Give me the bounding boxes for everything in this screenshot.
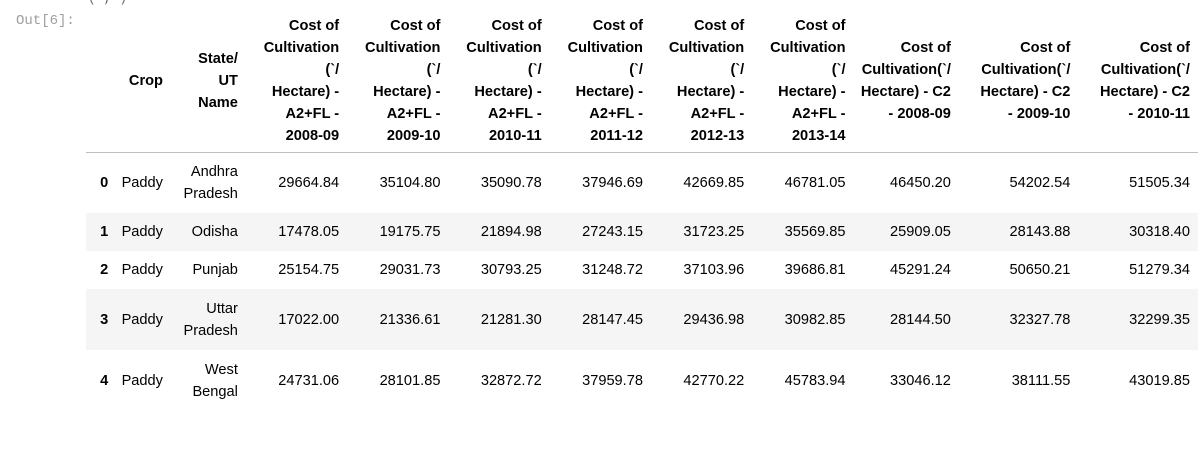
value-cell: 54202.54 xyxy=(1009,174,1071,191)
value-cell: 17478.05 xyxy=(278,224,340,240)
value-cell: 19175.75 xyxy=(379,224,441,240)
value-cell: 28144.50 xyxy=(890,311,951,328)
table-row: 4 Paddy West Bengal 24731.06 28101.85 32872.72… xyxy=(86,350,1198,411)
cost-column-header-4: Cost of Cultivation (`/Hectare) - A2+FL -20… xyxy=(543,11,645,153)
value-cell: 30793.25 xyxy=(480,262,542,278)
value-cell: 35090.78 xyxy=(480,174,542,191)
value-cell: 17022.00 xyxy=(278,311,340,328)
row-index: 4 xyxy=(100,372,109,389)
value-cell: 28143.88 xyxy=(1009,224,1071,240)
value-cell: 25154.75 xyxy=(278,262,340,278)
dataframe-header: Crop State/UT Name Cost of Cultivation (`/Hec… xyxy=(86,11,1198,153)
state-cell: Andhra Pradesh xyxy=(183,163,238,202)
value-cell: 50650.21 xyxy=(1009,262,1071,278)
table-row: 3 Paddy Uttar Pradesh 17022.00 21336.61 21281.… xyxy=(86,289,1198,350)
state-cell: West Bengal xyxy=(192,361,238,400)
value-cell: 37103.96 xyxy=(683,262,745,278)
value-cell: 43019.85 xyxy=(1129,372,1190,389)
row-index: 2 xyxy=(100,262,109,278)
value-cell: 24731.06 xyxy=(278,372,340,389)
value-cell: 45291.24 xyxy=(890,262,951,278)
value-cell: 42669.85 xyxy=(683,174,745,191)
value-cell: 31723.25 xyxy=(683,224,745,240)
value-cell: 32327.78 xyxy=(1009,311,1071,328)
value-cell: 27243.15 xyxy=(582,224,643,240)
value-cell: 31248.72 xyxy=(582,262,643,278)
value-cell: 32872.72 xyxy=(480,372,542,389)
value-cell: 38111.55 xyxy=(1011,372,1071,389)
row-index: 0 xyxy=(100,174,109,191)
value-cell: 39686.81 xyxy=(784,262,846,278)
crop-header: Crop xyxy=(108,11,165,153)
cost-column-header-5: Cost of Cultivation (`/Hectare) - A2+FL -20… xyxy=(644,11,747,153)
cost-column-header-2: Cost of Cultivation (`/Hectare) - A2+FL -20… xyxy=(341,11,443,153)
value-cell: 33046.12 xyxy=(890,372,951,389)
value-cell: 46781.05 xyxy=(784,174,846,191)
crop-cell: Paddy xyxy=(121,174,163,191)
value-cell: 30318.40 xyxy=(1129,224,1190,240)
value-cell: 21281.30 xyxy=(480,311,542,328)
table-row: 1 Paddy Odisha 17478.05 19175.75 21894.98 2724… xyxy=(86,213,1198,251)
header-row: Crop State/UT Name Cost of Cultivation (`/Hec… xyxy=(86,11,1198,153)
value-cell: 42770.22 xyxy=(683,372,745,389)
value-cell: 45783.94 xyxy=(784,372,846,389)
output-prompt-label: Out[6]: xyxy=(16,13,75,29)
row-index: 1 xyxy=(100,224,109,240)
table-row: 0 Paddy Andhra Pradesh 29664.84 35104.80 35090… xyxy=(86,152,1198,213)
value-cell: 29664.84 xyxy=(278,174,340,191)
value-cell: 25909.05 xyxy=(890,224,951,240)
index-header xyxy=(86,11,109,153)
value-cell: 29031.73 xyxy=(379,262,441,278)
cost-column-header-8: Cost of Cultivation(`/Hectare) - C2- 2009… xyxy=(958,11,1079,153)
value-cell: 37946.69 xyxy=(582,174,643,191)
value-cell: 29436.98 xyxy=(683,311,745,328)
dataframe-table: Crop State/UT Name Cost of Cultivation (`/Hec… xyxy=(86,11,1198,411)
state-cell: Odisha xyxy=(191,224,238,240)
state-cell: Uttar Pradesh xyxy=(183,300,238,339)
crop-cell: Paddy xyxy=(121,311,163,328)
previous-output-fragment: ( , ) xyxy=(88,0,127,6)
value-cell: 51279.34 xyxy=(1129,262,1190,278)
row-index: 3 xyxy=(100,311,109,328)
cost-column-header-9: Cost of Cultivation(`/Hectare) - C2- 2010… xyxy=(1078,11,1198,153)
cost-column-header-6: Cost of Cultivation (`/Hectare) - A2+FL -20… xyxy=(746,11,848,153)
value-cell: 28101.85 xyxy=(379,372,441,389)
state-header: State/UT Name xyxy=(164,11,240,153)
table-row: 2 Paddy Punjab 25154.75 29031.73 30793.25 3124… xyxy=(86,251,1198,289)
value-cell: 35569.85 xyxy=(784,224,846,240)
cost-column-header-7: Cost of Cultivation(`/Hectare) - C2- 2008… xyxy=(847,11,959,153)
crop-cell: Paddy xyxy=(121,372,163,389)
dataframe-output: Crop State/UT Name Cost of Cultivation (`/Hec… xyxy=(86,11,1198,411)
value-cell: 21894.98 xyxy=(480,224,542,240)
dataframe-body: 0 Paddy Andhra Pradesh 29664.84 35104.80 35090… xyxy=(86,152,1198,411)
state-cell: Punjab xyxy=(192,262,238,278)
value-cell: 28147.45 xyxy=(582,311,643,328)
value-cell: 35104.80 xyxy=(379,174,441,191)
crop-cell: Paddy xyxy=(121,224,163,240)
value-cell: 30982.85 xyxy=(784,311,846,328)
value-cell: 37959.78 xyxy=(582,372,643,389)
value-cell: 51505.34 xyxy=(1129,174,1190,191)
value-cell: 21336.61 xyxy=(379,311,441,328)
cost-column-header-1: Cost of Cultivation (`/Hectare) - A2+FL -20… xyxy=(239,11,342,153)
value-cell: 32299.35 xyxy=(1129,311,1190,328)
cost-column-header-3: Cost of Cultivation (`/Hectare) - A2+FL -20… xyxy=(442,11,544,153)
value-cell: 46450.20 xyxy=(890,174,951,191)
crop-cell: Paddy xyxy=(121,262,163,278)
